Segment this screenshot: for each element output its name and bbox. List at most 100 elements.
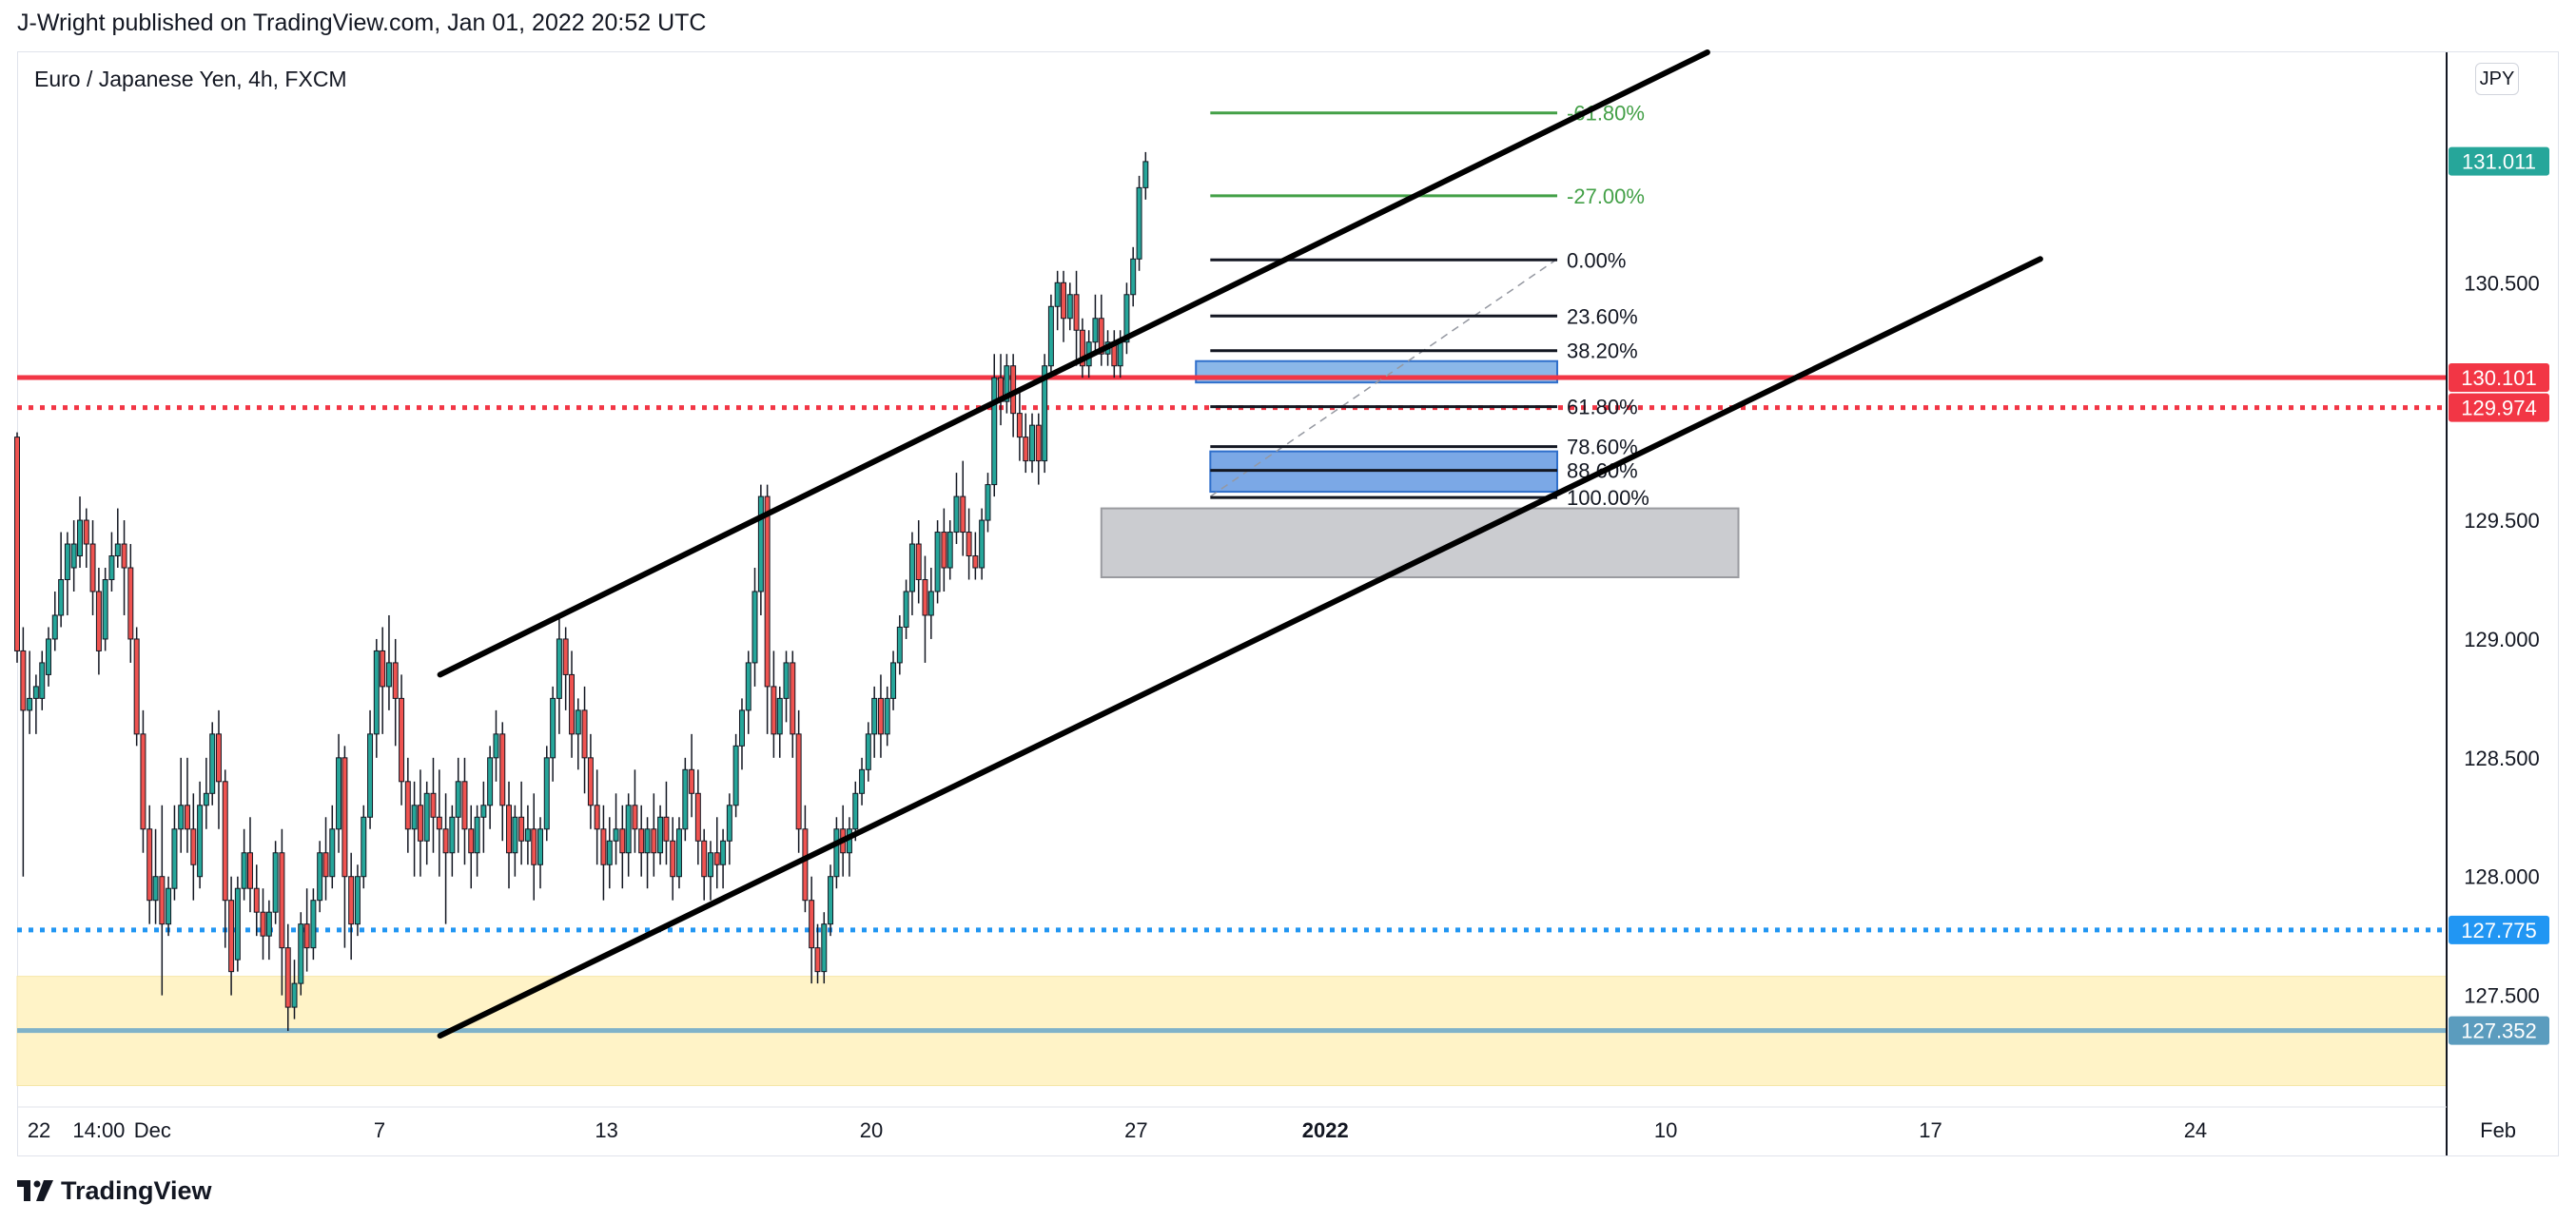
- candle: [776, 686, 783, 758]
- candle: [934, 520, 941, 604]
- fib-level-label: 0.00%: [1567, 248, 1626, 272]
- candle: [941, 508, 947, 592]
- candle-body: [228, 900, 235, 973]
- fib-level-label: 100.00%: [1567, 486, 1649, 510]
- candle-body: [1136, 186, 1142, 260]
- candle: [215, 709, 222, 829]
- candle-body: [506, 805, 512, 854]
- candle-body: [260, 911, 266, 937]
- candle-body: [329, 828, 336, 878]
- candle-body: [726, 805, 732, 842]
- candle: [70, 520, 77, 592]
- candle: [146, 805, 153, 924]
- candle: [689, 733, 695, 818]
- candle: [342, 746, 348, 948]
- x-tick-label: 27: [1124, 1118, 1147, 1142]
- candle-body: [291, 982, 298, 1008]
- candle: [1004, 354, 1010, 414]
- candle-body: [689, 768, 695, 794]
- candle: [234, 876, 241, 972]
- candle: [537, 817, 543, 889]
- candle: [241, 828, 247, 901]
- candle: [720, 828, 727, 889]
- candle-body: [776, 697, 783, 735]
- candle-body: [802, 828, 809, 902]
- candle: [468, 805, 475, 889]
- candle: [663, 781, 670, 865]
- candle-body: [392, 662, 399, 699]
- publish-line: J-Wright published on TradingView.com, J…: [17, 10, 707, 36]
- candle-body: [20, 650, 27, 711]
- x-tick-label: 20: [860, 1118, 883, 1142]
- candle: [1123, 282, 1130, 355]
- candle: [140, 709, 146, 853]
- x-tick-label: Feb: [2480, 1118, 2516, 1142]
- candle-body: [1054, 281, 1061, 307]
- candle-body: [1092, 318, 1099, 343]
- candle-body: [253, 887, 260, 913]
- candle-body: [771, 686, 777, 735]
- candle: [732, 733, 739, 818]
- tradingview-footer: TradingView: [17, 1175, 212, 1206]
- candle: [361, 805, 367, 889]
- candle: [865, 722, 871, 782]
- price-label-box: [2449, 393, 2549, 422]
- candle: [587, 733, 594, 829]
- candle: [998, 354, 1004, 426]
- candle-body: [569, 673, 576, 735]
- candle: [284, 923, 291, 1032]
- candle: [966, 508, 972, 580]
- candle-body: [946, 532, 953, 569]
- candle: [518, 781, 525, 865]
- candle: [512, 805, 518, 877]
- price-label-box: [2449, 146, 2549, 176]
- candle: [1042, 354, 1048, 474]
- candle: [209, 722, 216, 806]
- candle: [884, 686, 890, 747]
- y-tick-label: 128.000: [2464, 865, 2540, 889]
- candle: [1079, 318, 1085, 379]
- candle-body: [979, 519, 986, 569]
- candle: [190, 793, 197, 901]
- candle-body: [1042, 365, 1048, 462]
- candle-body: [423, 792, 430, 842]
- candle: [1054, 270, 1061, 331]
- fibonacci-layer: -61.80%-27.00%0.00%23.60%38.20%61.80%78.…: [1209, 102, 1649, 510]
- candle-body: [1073, 294, 1080, 331]
- candle: [846, 817, 852, 877]
- x-tick-label: 24: [2184, 1118, 2207, 1142]
- fib-level-label: 78.60%: [1567, 436, 1638, 459]
- candle: [367, 709, 374, 829]
- candle: [524, 805, 531, 865]
- candle-body: [442, 828, 449, 854]
- candle: [317, 841, 323, 913]
- candle: [152, 828, 159, 924]
- candle: [159, 805, 166, 996]
- candle: [569, 650, 576, 758]
- candle-body: [908, 543, 915, 592]
- candle: [1066, 282, 1073, 331]
- candle-body: [537, 828, 543, 865]
- currency-button[interactable]: JPY: [2475, 63, 2519, 95]
- x-tick-label: 17: [1919, 1118, 1942, 1142]
- price-label: 127.775: [2461, 919, 2537, 942]
- x-tick-label: 2022: [1302, 1118, 1349, 1142]
- candle: [581, 686, 588, 794]
- candle-body: [884, 697, 890, 735]
- candle-body: [814, 947, 821, 973]
- candle: [121, 520, 127, 615]
- candle: [859, 757, 866, 806]
- candle: [493, 709, 499, 782]
- candle-body: [474, 816, 480, 854]
- candle: [480, 781, 487, 853]
- candle-body: [644, 828, 651, 854]
- candle-body: [127, 567, 134, 640]
- candle: [253, 864, 260, 937]
- candle: [619, 805, 626, 889]
- candle: [783, 650, 790, 723]
- candle: [411, 781, 418, 877]
- candle: [953, 473, 960, 545]
- symbol-legend[interactable]: Euro / Japanese Yen, 4h, FXCM: [34, 67, 347, 91]
- candle-body: [83, 519, 89, 545]
